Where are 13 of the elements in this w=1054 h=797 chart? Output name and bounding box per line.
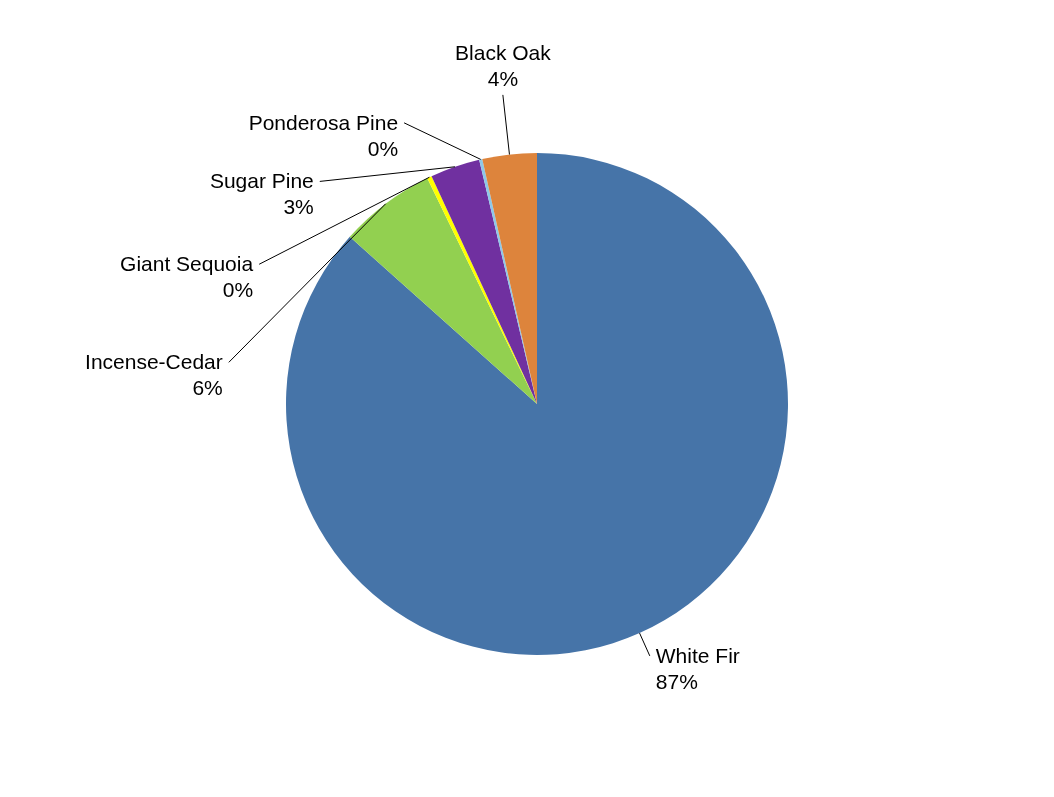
slice-label: Giant Sequoia [120, 252, 254, 276]
data-label: 0% [367, 136, 399, 160]
slice-label: Incense-Cedar [85, 350, 223, 374]
data-label: 6% [192, 376, 223, 400]
pie-slice [349, 178, 537, 404]
data-label: 87% [655, 669, 698, 693]
data-label: 3% [283, 195, 314, 219]
slice-label: Ponderosa Pine [248, 110, 399, 134]
data-label: 4% [487, 66, 519, 90]
slice-label: White Fir [655, 643, 740, 667]
slice-label: Sugar Pine [209, 169, 314, 193]
data-label: 0% [222, 278, 254, 302]
slice-label: Black Oak [455, 40, 552, 64]
